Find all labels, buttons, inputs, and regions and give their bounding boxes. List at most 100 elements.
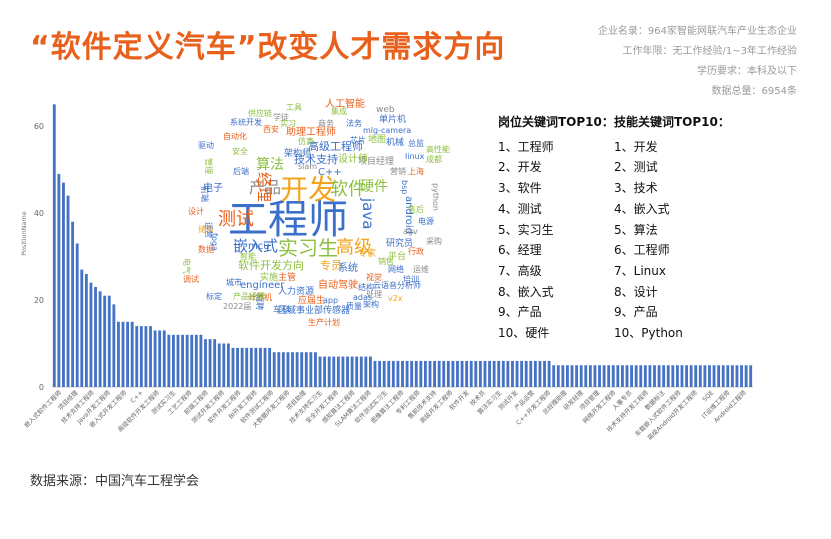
bar [396, 360, 400, 387]
cloud-word: 应届生 [298, 296, 326, 306]
cloud-word: 管理 [204, 158, 213, 174]
bar [57, 173, 61, 387]
y-axis-label: PositionName [20, 211, 28, 255]
dataset-meta: 企业名录：964家智能网联汽车产业生态企业 工作年限：无工作经验/1~3年工作经… [598, 22, 797, 102]
cloud-word: 学徒 [273, 113, 289, 122]
cloud-word: 前端 [200, 186, 209, 202]
skill-keyword-item: 1、开发 [614, 139, 658, 154]
cloud-word: 人力资源 [278, 287, 315, 297]
bar [268, 347, 272, 387]
bar [579, 365, 583, 387]
bar [671, 365, 675, 387]
position-keyword-item: 8、嵌入式 [498, 284, 554, 299]
cloud-word: 专员 [320, 259, 342, 272]
bar [226, 343, 230, 387]
bar [171, 334, 175, 387]
cloud-word: engineer [240, 280, 285, 291]
bar [378, 360, 382, 387]
cloud-word: 总监 [408, 139, 424, 148]
bar [602, 365, 606, 387]
position-keyword-item: 9、产品 [498, 305, 542, 320]
y-tick-label: 20 [34, 296, 44, 305]
keyword-word-cloud: 工程师 开发 软件 测试 实习生 高级 嵌入式 产品 硬件 经理 算法 java 软件开发方向 专员 高级工… [168, 98, 493, 328]
bar [694, 365, 698, 387]
bar [730, 365, 734, 387]
cloud-word: 电气 [182, 258, 191, 274]
cloud-word: 电子 [203, 183, 223, 194]
position-keyword-top10: 岗位关键词TOP10： 1、工程师 2、开发 3、软件 4、测试 5、实习生 6… [498, 112, 614, 344]
bar [208, 339, 212, 387]
bar [263, 347, 267, 387]
bar [511, 360, 514, 387]
bar [662, 365, 666, 387]
bar [318, 356, 322, 387]
bar [685, 365, 688, 387]
cloud-word: 实习生 [278, 236, 338, 260]
bar [675, 365, 679, 387]
bar [162, 330, 166, 387]
bar [341, 356, 345, 387]
cloud-word: 培训 [403, 275, 419, 284]
cloud-word: app [323, 296, 339, 305]
cloud-word: 上海 [408, 167, 424, 176]
cloud-word: 采购 [426, 237, 442, 246]
bar [478, 360, 482, 387]
cloud-word: C++ [318, 167, 342, 178]
skill-keyword-item: 4、嵌入式 [614, 201, 670, 216]
cloud-word: 架构师 [284, 149, 312, 159]
cloud-word: 云语音分析师 [373, 281, 421, 290]
bar [112, 304, 116, 387]
skill-keyword-item: 10、Python [614, 326, 683, 341]
cloud-word: 后端 [233, 167, 249, 176]
bar [190, 334, 194, 387]
bar [217, 343, 221, 387]
bar [84, 273, 88, 387]
cloud-word: 平台 [388, 252, 407, 262]
bar [94, 286, 97, 387]
skill-keyword-item: 7、Linux [614, 263, 666, 278]
bar [259, 347, 262, 387]
skill-keyword-item: 2、测试 [614, 160, 658, 175]
bar [712, 365, 716, 387]
cloud-word: 车辆 [273, 306, 292, 316]
bar [538, 360, 542, 387]
cloud-word: 算法 [256, 157, 284, 173]
cloud-word: 商务 [318, 119, 334, 128]
meta-line: 企业名录：964家智能网联汽车产业生态企业 [597, 26, 797, 37]
cloud-word: 地图 [368, 135, 387, 145]
cloud-word: 高性能 [426, 145, 450, 154]
bar [721, 365, 725, 387]
bar [130, 321, 134, 387]
skill-keyword-top10: 技能关键词TOP10： 1、开发 2、测试 3、技术 4、嵌入式 5、算法 6、… [614, 112, 730, 344]
bar [336, 356, 340, 387]
cloud-word: 主管 [278, 273, 297, 283]
bar [543, 360, 546, 387]
bar [446, 360, 450, 387]
cloud-word: 法务 [346, 119, 362, 128]
cloud-word: 技术支持 [294, 153, 338, 166]
bar [437, 360, 441, 387]
position-keyword-item: 5、实习生 [498, 222, 554, 237]
bar [204, 339, 207, 387]
bar [469, 360, 473, 387]
bar [575, 365, 579, 387]
bar [524, 360, 528, 387]
cloud-word: slam [298, 162, 318, 171]
bar [103, 295, 107, 387]
cloud-word: 西安 [263, 125, 279, 134]
cloud-word: 实习 [280, 119, 296, 128]
cloud-word: v2x [388, 294, 403, 303]
cloud-word: 高级 [336, 237, 372, 258]
bar [185, 334, 189, 387]
bar [428, 360, 432, 387]
bar [281, 352, 285, 387]
skill-keyword-heading: 技能关键词TOP10： [614, 115, 730, 129]
bar [483, 360, 487, 387]
bar [62, 182, 65, 387]
bar [698, 365, 702, 387]
skill-keyword-item: 6、工程师 [614, 243, 670, 258]
meta-line: 工作年限：无工作经验/1~3年工作经验 [622, 46, 797, 57]
bar [643, 365, 647, 387]
bar [199, 334, 203, 387]
